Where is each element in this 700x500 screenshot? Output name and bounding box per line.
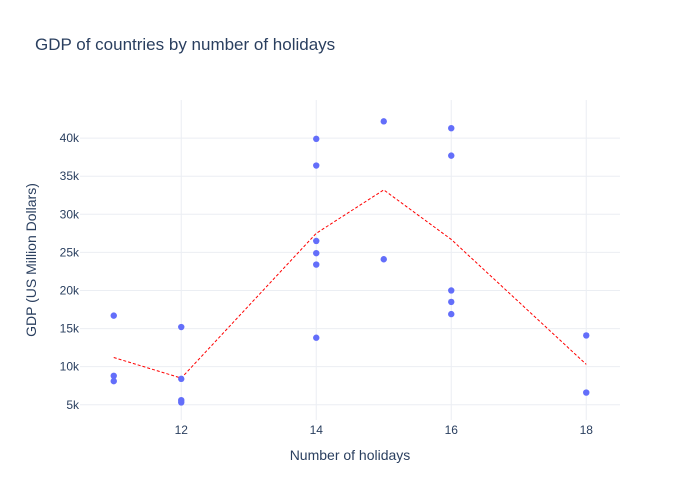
- data-point: [448, 310, 455, 318]
- x-tick-label: 16: [445, 423, 459, 437]
- data-point: [178, 375, 185, 383]
- data-point: [313, 334, 320, 341]
- x-tick-label: 18: [580, 423, 594, 437]
- tick-layer: 12 14 16 18 5k 10k 15k 20k 25k 30k 35k 40k: [60, 131, 594, 437]
- data-point: [583, 389, 590, 396]
- points-layer: [110, 118, 590, 406]
- x-axis-title: Number of holidays: [290, 447, 411, 463]
- y-tick-label: 30k: [60, 207, 80, 221]
- data-point: [178, 323, 185, 331]
- data-point: [448, 287, 455, 294]
- data-point: [110, 377, 117, 385]
- data-point: [448, 124, 455, 132]
- data-point: [110, 372, 117, 380]
- y-axis-title: GDP (US Million Dollars): [23, 183, 39, 337]
- data-point: [313, 135, 320, 143]
- y-tick-label: 20k: [60, 283, 80, 297]
- y-tick-label: 40k: [60, 131, 80, 145]
- data-point: [583, 332, 590, 339]
- y-tick-label: 10k: [60, 360, 80, 374]
- y-tick-label: 5k: [66, 398, 80, 412]
- data-point: [110, 312, 117, 319]
- data-point: [313, 162, 320, 169]
- data-point: [313, 249, 320, 257]
- data-point: [380, 256, 387, 263]
- x-tick-label: 12: [175, 423, 189, 437]
- x-tick-label: 14: [310, 423, 324, 437]
- data-point: [313, 261, 320, 268]
- chart-title: GDP of countries by number of holidays: [35, 35, 335, 54]
- data-point: [448, 298, 455, 306]
- data-point: [178, 399, 185, 406]
- data-point: [448, 152, 455, 159]
- y-tick-label: 35k: [60, 169, 80, 183]
- data-point: [380, 118, 387, 125]
- y-tick-label: 25k: [60, 245, 80, 259]
- y-tick-label: 15k: [60, 322, 80, 336]
- data-point: [313, 237, 320, 245]
